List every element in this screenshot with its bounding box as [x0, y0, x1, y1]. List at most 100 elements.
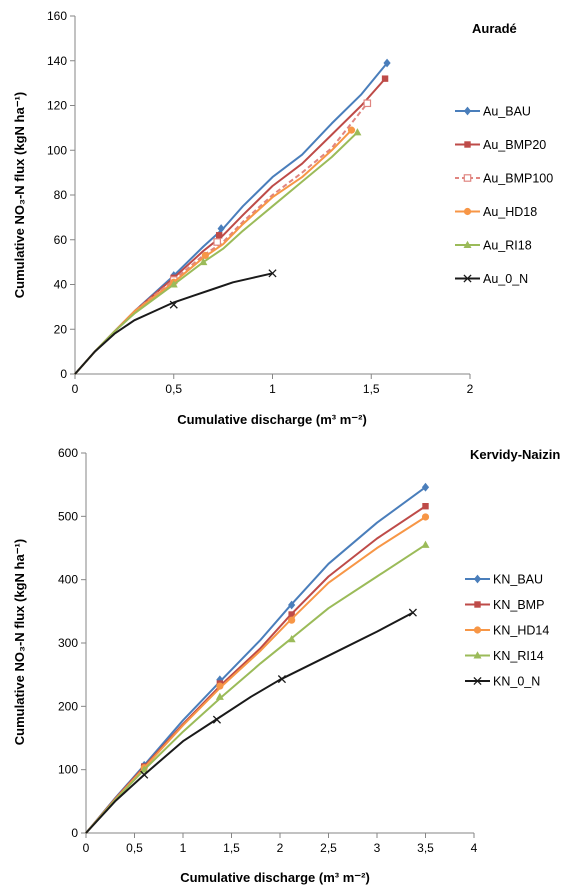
- series-KN_RI14: [85, 540, 430, 834]
- legend-item: Au_RI18: [455, 239, 532, 253]
- x-tick-label: 2,5: [320, 841, 337, 855]
- x-tick-label: 2: [277, 841, 284, 855]
- y-tick-label: 20: [54, 322, 68, 336]
- legend-item: Au_BAU: [455, 105, 531, 119]
- data-point: [277, 675, 286, 684]
- data-point: [215, 692, 224, 700]
- data-point: [201, 251, 209, 260]
- legend-item: Au_HD18: [455, 205, 537, 219]
- legend-marker: [463, 174, 472, 182]
- y-tick-label: 0: [60, 367, 67, 381]
- data-point: [212, 715, 222, 724]
- x-tick-label: 1,5: [363, 382, 380, 396]
- y-axis-label: Cumulative NO₃-N flux (kgN ha⁻¹): [12, 539, 27, 745]
- legend-item: KN_RI14: [465, 649, 544, 663]
- series-Au_HD18: [74, 126, 356, 375]
- data-point: [199, 257, 208, 266]
- data-point: [287, 635, 296, 643]
- y-tick-label: 100: [47, 143, 67, 157]
- x-tick-label: 0,5: [126, 841, 143, 855]
- legend-item: Au_BMP20: [455, 138, 546, 152]
- data-point: [288, 611, 295, 618]
- data-point: [421, 540, 430, 548]
- data-point: [347, 126, 356, 134]
- x-tick-label: 3,5: [417, 841, 434, 855]
- x-tick-label: 2: [467, 382, 474, 396]
- x-tick-label: 1: [180, 841, 187, 855]
- series-line: [74, 102, 369, 375]
- x-axis-label: Cumulative discharge (m³ m⁻²): [177, 412, 367, 427]
- series-line: [74, 62, 388, 375]
- data-point: [288, 616, 296, 624]
- y-tick-label: 0: [71, 826, 78, 840]
- legend-item: KN_0_N: [465, 675, 540, 689]
- y-tick-label: 60: [54, 233, 68, 247]
- x-tick-label: 3: [374, 841, 381, 855]
- y-tick-label: 160: [47, 9, 67, 23]
- axes: 0 100 200 300 400 500 600 0 0,5 1 1,5 2 2,5 3 3,5 4: [58, 446, 478, 855]
- y-tick-label: 600: [58, 446, 78, 460]
- legend-marker: [473, 676, 482, 686]
- x-tick-label: 1,5: [223, 841, 240, 855]
- legend-marker: [473, 574, 482, 584]
- data-point: [216, 682, 224, 690]
- legend-label: KN_BMP: [493, 598, 544, 612]
- y-tick-label: 500: [58, 509, 78, 523]
- y-tick-label: 40: [54, 278, 68, 292]
- series-Au_0_N: [74, 269, 277, 375]
- legend-item: KN_BMP: [465, 598, 544, 612]
- x-tick-label: 0: [72, 382, 79, 396]
- legend-label: Au_0_N: [483, 272, 528, 286]
- axes: 0 20 40 60 80 100 120 140 160 0 0,5 1 1,5 2: [47, 9, 474, 396]
- y-tick-label: 200: [58, 699, 78, 713]
- data-point: [169, 280, 178, 288]
- x-tick-label: 0,5: [165, 382, 182, 396]
- series-Au_RI18: [74, 128, 362, 375]
- data-point: [408, 608, 417, 617]
- data-point: [169, 300, 178, 309]
- chart-1: 0 20 40 60 80 100 120 140 160 0 0,5 1 1,5 2 Cumulative…: [12, 9, 553, 427]
- y-tick-label: 400: [58, 573, 78, 587]
- legend-marker: [473, 626, 482, 634]
- legend-label: Au_BAU: [483, 105, 531, 119]
- chart-2: 0 100 200 300 400 500 600 0 0,5 1 1,5 2 2,5 3 3,5 4 Cumu…: [12, 446, 560, 885]
- data-point: [353, 128, 362, 136]
- data-point: [268, 269, 277, 278]
- series-line: [85, 505, 427, 834]
- data-point: [383, 58, 391, 68]
- series-KN_0_N: [85, 608, 417, 834]
- legend-label: Au_BMP20: [483, 138, 546, 152]
- series-KN_HD14: [85, 513, 430, 834]
- legend-marker: [473, 651, 482, 659]
- series-line: [74, 272, 273, 375]
- series-line: [85, 543, 427, 834]
- data-point: [215, 232, 223, 239]
- series-Au_BAU: [74, 58, 391, 375]
- x-tick-label: 0: [83, 841, 90, 855]
- legend-marker: [474, 601, 481, 608]
- data-point: [140, 770, 149, 779]
- data-point: [288, 600, 296, 610]
- series-line: [85, 611, 414, 834]
- legend-marker: [463, 207, 472, 216]
- series-line: [74, 131, 359, 375]
- series-KN_BMP: [85, 503, 429, 834]
- data-point: [421, 513, 430, 521]
- y-tick-label: 300: [58, 636, 78, 650]
- x-tick-label: 4: [471, 841, 478, 855]
- legend-item: KN_BAU: [465, 573, 543, 587]
- x-tick-label: 1: [269, 382, 276, 396]
- legend-label: Au_RI18: [483, 239, 532, 253]
- y-tick-label: 120: [47, 99, 67, 113]
- legend-label: KN_0_N: [493, 675, 540, 689]
- legend-item: Au_BMP100: [455, 172, 553, 186]
- y-tick-label: 80: [54, 188, 68, 202]
- legend-marker: [463, 106, 472, 116]
- legend-label: KN_HD14: [493, 624, 549, 638]
- data-point: [213, 238, 222, 246]
- y-tick-label: 140: [47, 54, 67, 68]
- legend-marker: [463, 274, 472, 283]
- legend-item: KN_HD14: [465, 624, 549, 638]
